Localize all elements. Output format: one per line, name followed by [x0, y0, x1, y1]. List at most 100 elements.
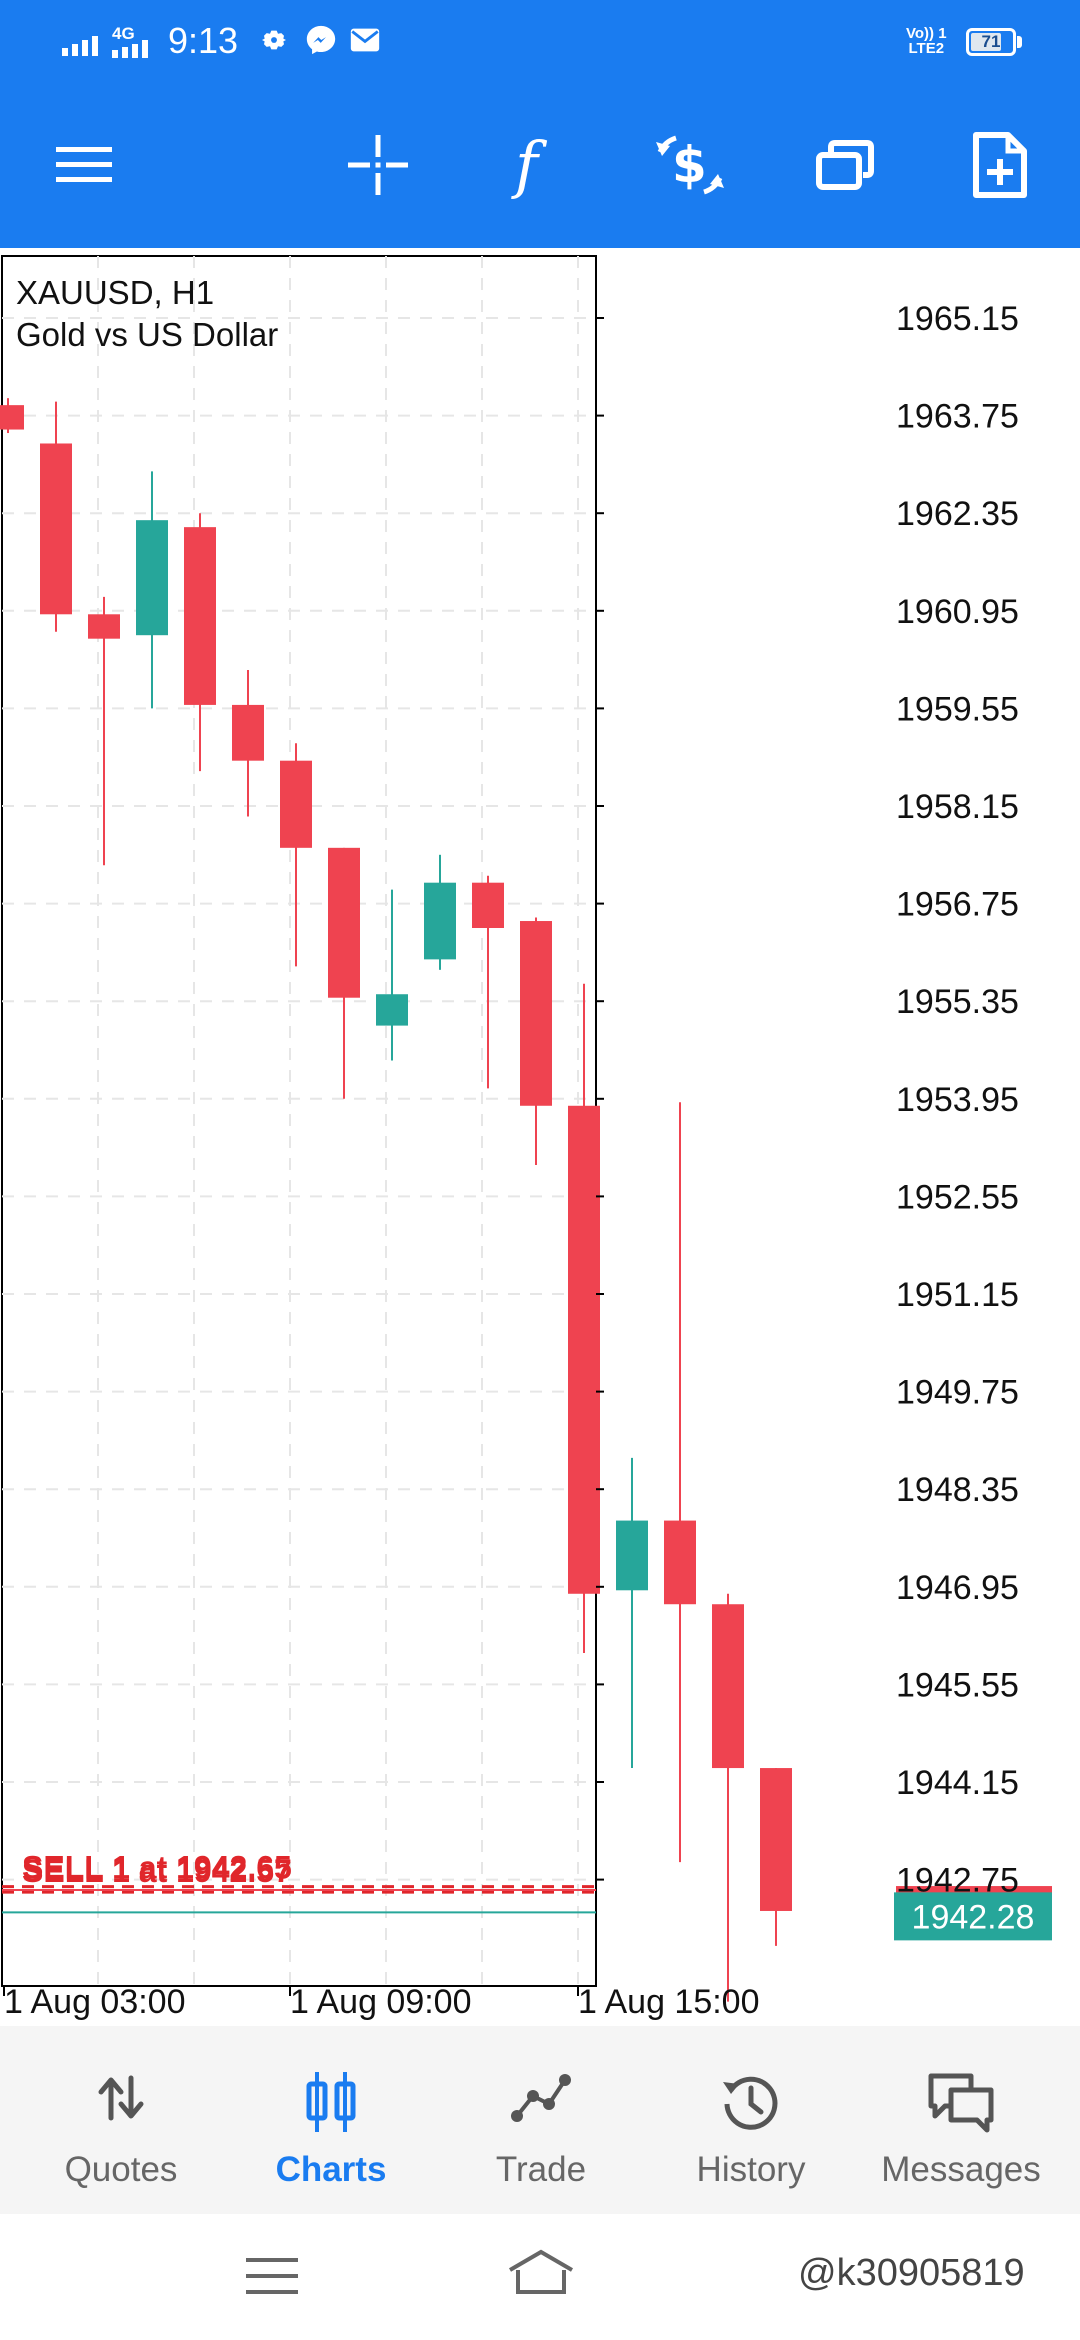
- windows-button[interactable]: [806, 125, 886, 205]
- y-tick-label: 1942.75: [896, 1862, 1019, 1900]
- mail-icon: [350, 28, 380, 52]
- y-tick-label: 1948.35: [896, 1471, 1019, 1509]
- battery-fill: [971, 33, 1001, 51]
- candle: [328, 847, 360, 1099]
- candle: [712, 1593, 744, 2002]
- nav-trade[interactable]: Trade: [436, 2026, 646, 2214]
- ask-marker: [896, 1886, 1052, 1895]
- candle-body: [232, 704, 264, 761]
- candle-body: [568, 1105, 600, 1594]
- current-price-label: 1942.28: [912, 1898, 1035, 1936]
- candle-body: [520, 921, 552, 1106]
- candle-body: [280, 760, 312, 848]
- gear-icon: [262, 30, 286, 50]
- clock: 9:13: [168, 20, 239, 61]
- sell-order-label: SELL 1 at 1942.57: [22, 1853, 292, 1889]
- nav-messages[interactable]: Messages: [856, 2026, 1066, 2214]
- nav-quotes[interactable]: Quotes: [16, 2026, 226, 2214]
- app-toolbar: 4G 9:13 Vo)) 1 LTE2 71: [0, 0, 1080, 248]
- y-tick-label: 1949.75: [896, 1374, 1019, 1412]
- signal-icon-2: [112, 40, 148, 58]
- chart-symbol-info: XAUUSD, H1 Gold vs US Dollar: [16, 272, 278, 356]
- bottom-navigation: Quotes Charts Trade Histor: [0, 2026, 1080, 2214]
- y-tick-label: 1960.95: [896, 593, 1019, 631]
- x-tick-label: 1 Aug 09:00: [290, 1983, 472, 2021]
- candle-body: [328, 847, 360, 998]
- battery-icon: 71: [966, 28, 1016, 56]
- home-icon[interactable]: [506, 2248, 576, 2300]
- candle: [616, 1457, 648, 1769]
- candle: [424, 854, 456, 970]
- nav-messages-label: Messages: [881, 2150, 1041, 2189]
- y-tick-label: 1962.35: [896, 495, 1019, 533]
- signal-icon: [62, 36, 98, 56]
- x-tick-label: 1 Aug 03:00: [4, 1983, 186, 2021]
- indicators-button[interactable]: f: [492, 125, 572, 205]
- chart-description: Gold vs US Dollar: [16, 316, 279, 353]
- volte-text: Vo)) 1: [906, 25, 947, 42]
- candle: [232, 670, 264, 817]
- y-tick-label: 1946.95: [896, 1569, 1019, 1607]
- messages-chat-icon: [928, 2073, 994, 2133]
- candle-body: [40, 443, 72, 615]
- status-bar: 4G 9:13 Vo)) 1 LTE2 71: [0, 0, 1080, 88]
- indicator-f-icon: f: [511, 130, 548, 200]
- y-tick-label: 1944.15: [896, 1764, 1019, 1802]
- charts-candles-icon: [306, 2072, 356, 2132]
- chart-symbol: XAUUSD, H1: [16, 274, 215, 311]
- y-tick-label: 1945.55: [896, 1666, 1019, 1704]
- y-tick-label: 1951.15: [896, 1276, 1019, 1314]
- new-order-button[interactable]: [960, 125, 1040, 205]
- trade-button[interactable]: $: [650, 125, 730, 205]
- y-tick-label: 1956.75: [896, 886, 1019, 924]
- nav-history-label: History: [696, 2150, 806, 2189]
- nav-quotes-label: Quotes: [64, 2150, 178, 2189]
- menu-button[interactable]: [44, 125, 124, 205]
- candle-body: [472, 882, 504, 928]
- svg-text:f: f: [511, 130, 548, 200]
- candle: [376, 889, 408, 1061]
- candle: [280, 743, 312, 967]
- y-tick-label: 1959.55: [896, 690, 1019, 728]
- candle: [184, 513, 216, 772]
- watermark: @k30905819: [798, 2252, 1025, 2294]
- y-tick-label: 1953.95: [896, 1081, 1019, 1119]
- y-tick-label: 1958.15: [896, 788, 1019, 826]
- battery-level: 71: [981, 32, 1001, 51]
- candle: [520, 917, 552, 1166]
- candle: [88, 596, 120, 866]
- crosshair-button[interactable]: [338, 125, 418, 205]
- system-navigation-bar: [0, 2214, 1080, 2340]
- network-type: 4G: [112, 24, 135, 43]
- nav-charts[interactable]: Charts: [226, 2026, 436, 2214]
- menu-icon: [56, 147, 112, 182]
- candle: [40, 401, 72, 632]
- trade-line-icon: [511, 2074, 571, 2122]
- candle: [136, 471, 168, 709]
- candle-body: [712, 1604, 744, 1769]
- current-price-badge: [894, 1892, 1052, 1941]
- nav-history[interactable]: History: [646, 2026, 856, 2214]
- x-tick-label: 1 Aug 15:00: [578, 1983, 760, 2021]
- lte-text: LTE2: [908, 40, 945, 57]
- plot-frame: [1, 255, 597, 1987]
- svg-text:$: $: [672, 136, 707, 194]
- candle: [664, 1102, 696, 1863]
- candle-body: [664, 1520, 696, 1605]
- battery-tip: [1017, 36, 1022, 48]
- history-clock-icon: [723, 2076, 778, 2130]
- quotes-arrows-icon: [98, 2075, 144, 2121]
- candle-body: [616, 1520, 648, 1591]
- y-tick-label: 1952.55: [896, 1178, 1019, 1216]
- candle-body: [376, 994, 408, 1026]
- crosshair-icon: [348, 135, 408, 195]
- candle-body: [184, 527, 216, 705]
- candle: [760, 1768, 792, 1946]
- nav-charts-label: Charts: [275, 2150, 387, 2189]
- candle-body: [88, 614, 120, 639]
- recent-apps-icon[interactable]: [246, 2254, 298, 2298]
- y-tick-label: 1965.15: [896, 300, 1019, 338]
- chart-window[interactable]: SELL 1 at 1942.65 SELL 1 at 1942.57 1942.2…: [0, 250, 1080, 2040]
- candle-body: [0, 405, 24, 430]
